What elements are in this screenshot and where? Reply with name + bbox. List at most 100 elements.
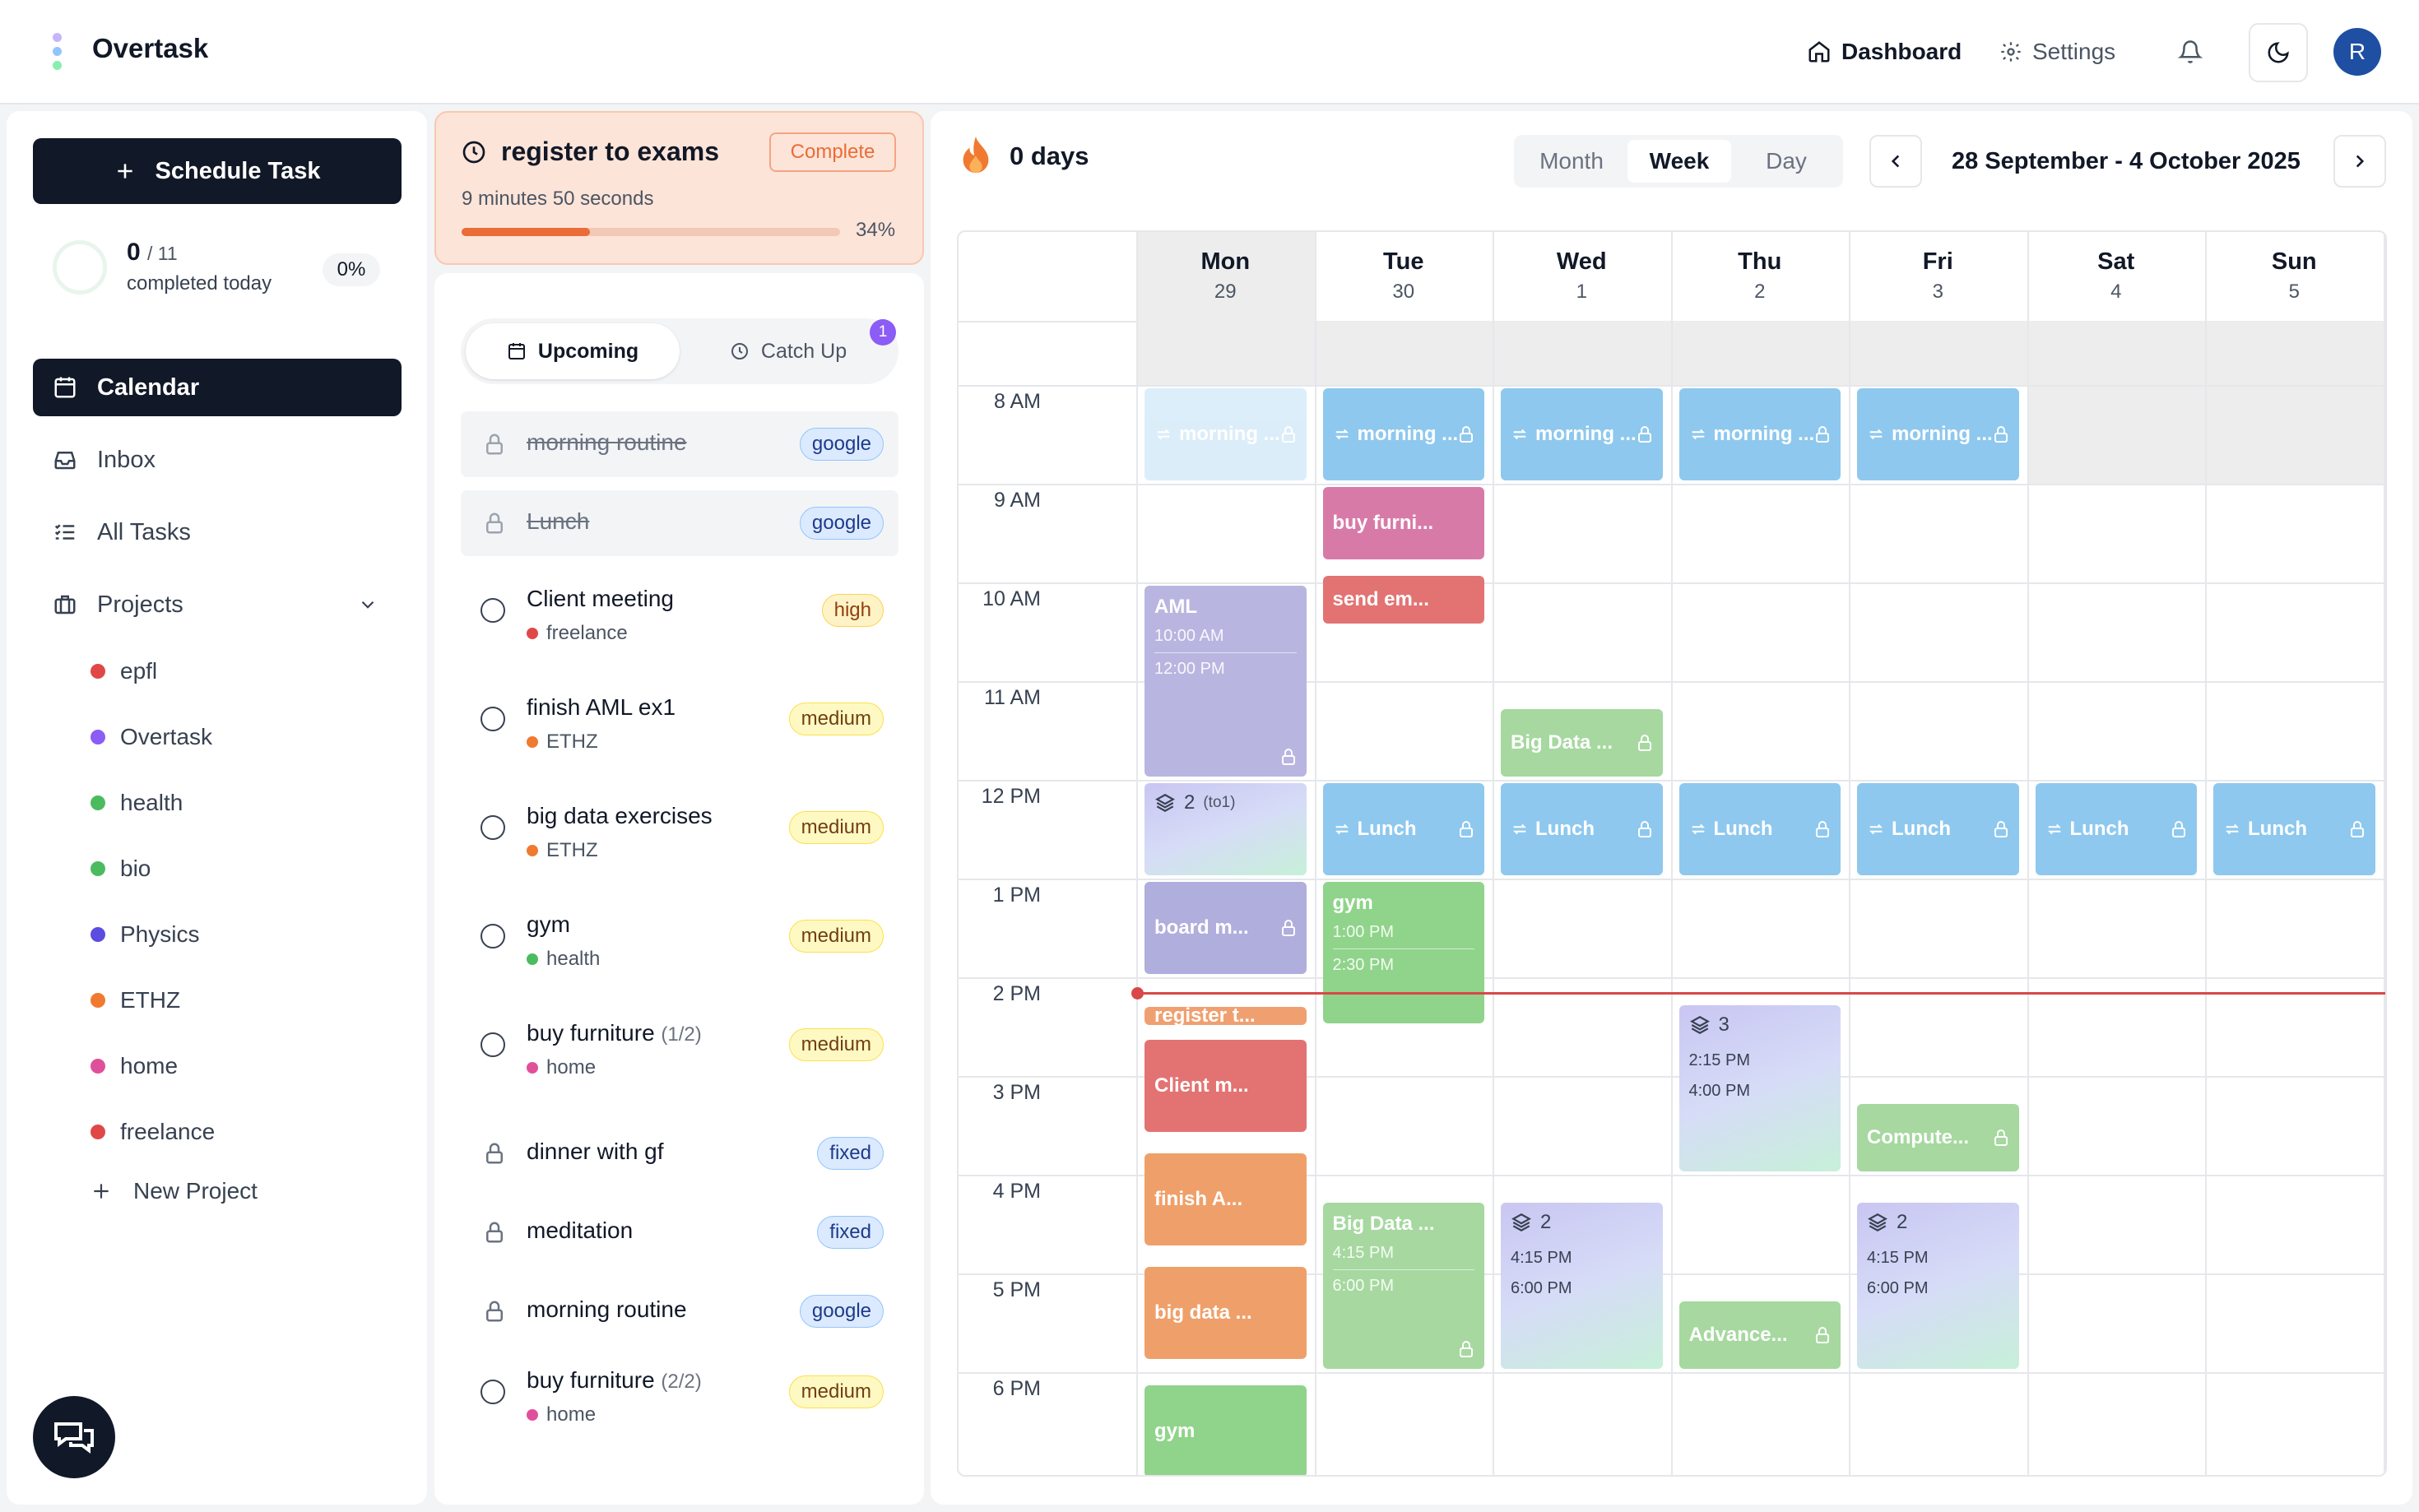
- sidebar-project-freelance[interactable]: freelance: [91, 1115, 215, 1148]
- sidebar-item-projects[interactable]: Projects: [33, 576, 402, 633]
- calendar-event[interactable]: big data ...: [1144, 1267, 1307, 1359]
- event-row: Advance...: [1689, 1301, 1832, 1369]
- task-row[interactable]: buy furniture (2/2) home medium: [461, 1357, 898, 1448]
- checkbox[interactable]: [481, 1380, 505, 1404]
- lock-icon: [1991, 424, 2011, 444]
- calendar-event[interactable]: AML 10:00 AM 12:00 PM: [1144, 586, 1307, 777]
- sidebar-project-epfl[interactable]: epfl: [91, 655, 157, 688]
- lock-icon: [1813, 1325, 1832, 1345]
- avatar[interactable]: R: [2333, 28, 2381, 76]
- calendar-event[interactable]: register t...: [1144, 1007, 1307, 1026]
- task-row[interactable]: buy furniture (1/2) home medium: [461, 1010, 898, 1101]
- calendar-event[interactable]: 3 2:15 PM 4:00 PM: [1678, 1005, 1841, 1171]
- task-row[interactable]: Client meeting freelance high: [461, 576, 898, 666]
- day-header-sat[interactable]: Sat 4: [2027, 232, 2206, 321]
- calendar-event[interactable]: Lunch: [1857, 783, 2019, 875]
- event-header: 2: [1511, 1211, 1653, 1234]
- calendar-event[interactable]: Big Data ...: [1501, 709, 1663, 777]
- day-header-tue[interactable]: Tue 30: [1315, 232, 1493, 321]
- tab-label: Catch Up: [760, 339, 847, 363]
- view-week-button[interactable]: Week: [1627, 140, 1731, 183]
- task-row[interactable]: finish AML ex1 ETHZ medium: [461, 684, 898, 775]
- calendar-event[interactable]: Lunch: [1678, 783, 1841, 875]
- calendar-event[interactable]: gym: [1144, 1385, 1307, 1475]
- event-title: Advance...: [1688, 1324, 1788, 1346]
- chevron-down-icon[interactable]: [357, 594, 378, 615]
- calendar-event[interactable]: finish A...: [1144, 1153, 1307, 1245]
- task-row[interactable]: dinner with gf fixed: [461, 1120, 898, 1186]
- event-row: Lunch: [2045, 783, 2188, 875]
- calendar-event[interactable]: Compute...: [1857, 1104, 2019, 1171]
- calendar-event[interactable]: 2 4:15 PM 6:00 PM: [1857, 1203, 2019, 1369]
- calendar-event[interactable]: morning ...: [1857, 388, 2019, 480]
- view-month-button[interactable]: Month: [1539, 148, 1604, 174]
- day-header-thu[interactable]: Thu 2: [1671, 232, 1850, 321]
- complete-button[interactable]: Complete: [769, 132, 896, 172]
- view-day-button[interactable]: Day: [1766, 148, 1807, 174]
- task-row[interactable]: morning routine google: [461, 411, 898, 477]
- sidebar-item-calendar[interactable]: Calendar: [33, 359, 402, 416]
- calendar-event[interactable]: 2 (to1): [1144, 783, 1307, 875]
- calendar-event[interactable]: Lunch: [1501, 783, 1663, 875]
- day-column-line: [1849, 232, 1850, 1475]
- sidebar-project-overtask[interactable]: Overtask: [91, 721, 212, 754]
- prev-week-button[interactable]: [1869, 135, 1922, 188]
- day-header-fri[interactable]: Fri 3: [1849, 232, 2027, 321]
- checkbox[interactable]: [481, 707, 505, 731]
- calendar-event[interactable]: Lunch: [2035, 783, 2197, 875]
- calendar-event[interactable]: Client m...: [1144, 1040, 1307, 1132]
- sidebar-item-all-tasks[interactable]: All Tasks: [33, 503, 402, 561]
- chat-button[interactable]: [33, 1396, 115, 1478]
- checkbox[interactable]: [481, 1032, 505, 1057]
- calendar-event[interactable]: board m...: [1144, 882, 1307, 974]
- tab-upcoming[interactable]: Upcoming: [466, 323, 680, 379]
- calendar-event[interactable]: Lunch: [2213, 783, 2375, 875]
- day-header-wed[interactable]: Wed 1: [1493, 232, 1671, 321]
- task-name-text: morning routine: [527, 1296, 687, 1322]
- event-title: morning ...: [1892, 423, 1993, 445]
- dashboard-link[interactable]: Dashboard: [1807, 31, 1962, 72]
- calendar-event[interactable]: morning ...: [1144, 388, 1307, 480]
- new-project-button[interactable]: New Project: [91, 1178, 258, 1204]
- settings-link[interactable]: Settings: [1999, 31, 2115, 72]
- calendar-event[interactable]: send em...: [1322, 576, 1484, 624]
- task-row[interactable]: morning routine google: [461, 1278, 898, 1344]
- checkbox[interactable]: [481, 598, 505, 623]
- calendar-event[interactable]: Advance...: [1678, 1301, 1841, 1369]
- repeat-icon: [1333, 425, 1351, 443]
- task-row[interactable]: gym health medium: [461, 902, 898, 992]
- sidebar-project-ethz[interactable]: ETHZ: [91, 984, 180, 1017]
- theme-toggle-button[interactable]: [2249, 23, 2308, 82]
- event-title: buy furni...: [1332, 512, 1434, 534]
- calendar-event[interactable]: buy furni...: [1322, 487, 1484, 559]
- calendar-event[interactable]: gym 1:00 PM 2:30 PM: [1322, 882, 1484, 1023]
- schedule-task-button[interactable]: Schedule Task: [33, 138, 402, 204]
- calendar-event[interactable]: 2 4:15 PM 6:00 PM: [1501, 1203, 1663, 1369]
- day-header-sun[interactable]: Sun 5: [2205, 232, 2384, 321]
- sidebar-project-health[interactable]: health: [91, 786, 183, 819]
- catch-up-count-badge: 1: [870, 319, 896, 346]
- event-title: board m...: [1154, 916, 1249, 939]
- calendar-event[interactable]: Big Data ... 4:15 PM 6:00 PM: [1322, 1203, 1484, 1369]
- notifications-button[interactable]: [2174, 35, 2207, 68]
- sidebar-item-inbox[interactable]: Inbox: [33, 431, 402, 489]
- checkbox[interactable]: [481, 815, 505, 840]
- sidebar-project-bio[interactable]: bio: [91, 852, 151, 885]
- task-name-text: finish AML ex1: [527, 694, 676, 720]
- sidebar-project-home[interactable]: home: [91, 1050, 178, 1083]
- day-header-mon[interactable]: Mon 29: [1136, 232, 1315, 321]
- next-week-button[interactable]: [2333, 135, 2386, 188]
- calendar-event[interactable]: Lunch: [1322, 783, 1484, 875]
- calendar-event[interactable]: morning ...: [1501, 388, 1663, 480]
- task-row[interactable]: Lunch google: [461, 490, 898, 556]
- checkbox[interactable]: [481, 924, 505, 948]
- sidebar-project-physics[interactable]: Physics: [91, 918, 199, 951]
- task-project: home: [527, 1403, 596, 1426]
- calendar-event[interactable]: morning ...: [1678, 388, 1841, 480]
- tab-catch-up[interactable]: Catch Up: [683, 323, 894, 379]
- task-row[interactable]: big data exercises ETHZ medium: [461, 793, 898, 884]
- calendar-event[interactable]: morning ...: [1322, 388, 1484, 480]
- task-name-text: gym: [527, 911, 570, 937]
- task-row[interactable]: meditation fixed: [461, 1199, 898, 1265]
- event-start-time: 2:15 PM: [1688, 1051, 1750, 1069]
